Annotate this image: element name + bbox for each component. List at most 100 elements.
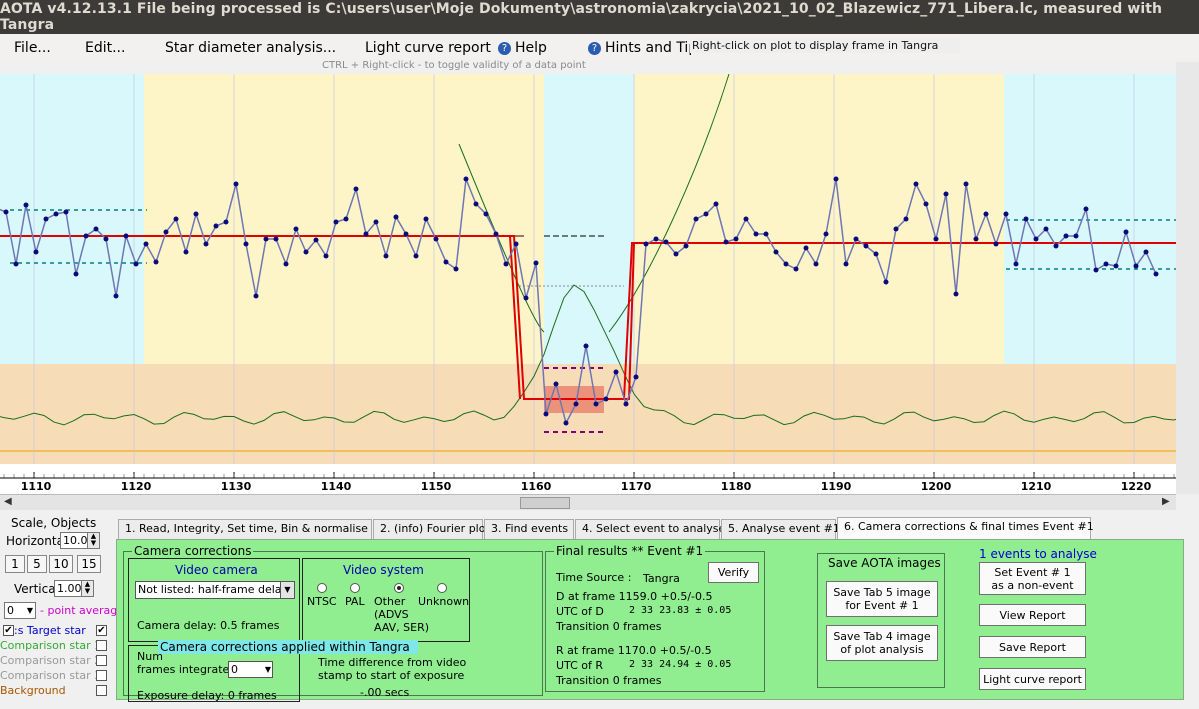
- data-point: [1013, 261, 1019, 267]
- tab-find-events[interactable]: 3. Find events: [484, 519, 574, 539]
- save-tab4-image-button[interactable]: Save Tab 4 image of plot analysis: [826, 625, 938, 661]
- data-point: [343, 216, 349, 222]
- data-point: [1063, 233, 1069, 239]
- data-point: [373, 219, 379, 225]
- scroll-left-icon[interactable]: ◀: [4, 496, 12, 507]
- data-point: [633, 374, 639, 380]
- data-point: [203, 241, 209, 247]
- data-point: [753, 231, 759, 237]
- save-report-button[interactable]: Save Report: [979, 636, 1086, 658]
- light-curve-report-button[interactable]: Light curve report: [979, 668, 1086, 690]
- data-point: [463, 176, 469, 182]
- help-icon: ?: [588, 41, 601, 55]
- unknown-radio[interactable]: [437, 583, 447, 593]
- data-point: [1143, 249, 1149, 255]
- tab-read-integrity[interactable]: 1. Read, Integrity, Set time, Bin & norm…: [118, 519, 372, 539]
- data-point: [1153, 271, 1159, 277]
- data-point: [353, 186, 359, 192]
- ntsc-radio[interactable]: [317, 583, 327, 593]
- scale-button-15[interactable]: 15: [77, 555, 101, 573]
- data-point: [863, 243, 869, 249]
- data-point: [453, 266, 459, 272]
- object-checkbox-4[interactable]: [96, 685, 107, 696]
- data-point: [53, 211, 59, 217]
- vertical-scale-input[interactable]: 1.00: [54, 580, 82, 597]
- data-point: [473, 201, 479, 207]
- data-point: [533, 260, 539, 266]
- data-point: [653, 236, 659, 242]
- x-tick-label: 1210: [1021, 480, 1052, 493]
- data-point: [33, 249, 39, 255]
- data-point: [1123, 229, 1129, 235]
- camera-model-select[interactable]: Not listed: half-frame dela ▼: [135, 581, 295, 599]
- set-non-event-button[interactable]: Set Event # 1 as a non-event: [979, 562, 1086, 595]
- other-detail-1: (ADVS: [374, 608, 409, 621]
- data-point: [93, 226, 99, 232]
- vertical-scrollbar[interactable]: [1176, 62, 1199, 494]
- frames-integrated-label-1: Num: [137, 650, 163, 663]
- data-point: [893, 226, 899, 232]
- point-average-select[interactable]: 0 ▼: [4, 602, 36, 619]
- scale-button-5[interactable]: 5: [27, 555, 47, 573]
- menu-file[interactable]: File...: [14, 40, 51, 56]
- data-point: [1133, 263, 1139, 269]
- data-point: [213, 223, 219, 229]
- frames-integrated-select[interactable]: 0 ▼: [228, 661, 273, 678]
- unknown-label: Unknown: [418, 595, 470, 608]
- horizontal-scrollbar[interactable]: ◀ ▶: [0, 494, 1176, 510]
- data-point: [333, 219, 339, 225]
- data-point: [833, 176, 839, 182]
- data-point: [513, 241, 519, 247]
- horizontal-scale-input[interactable]: 10.0: [60, 532, 88, 549]
- video-camera-title: Video camera: [175, 563, 258, 577]
- menu-light-curve-report[interactable]: Light curve report: [365, 40, 491, 56]
- ntsc-label: NTSC: [307, 595, 337, 608]
- tab-camera-corrections[interactable]: 6. Camera corrections & final times Even…: [837, 517, 1094, 539]
- data-point: [1033, 236, 1039, 242]
- data-point: [143, 241, 149, 247]
- data-point: [3, 209, 9, 215]
- data-point: [403, 231, 409, 237]
- chevron-down-icon: ▼: [280, 582, 294, 598]
- x-tick-label: 1160: [521, 480, 552, 493]
- data-point: [493, 231, 499, 237]
- data-point: [433, 236, 439, 242]
- menu-help[interactable]: ? Help: [498, 40, 547, 56]
- target-star-checkbox[interactable]: ✔: [3, 625, 14, 636]
- data-point: [713, 201, 719, 207]
- frames-integrated-label-2: frames integrated: [137, 663, 237, 676]
- menu-star-diameter[interactable]: Star diameter analysis...: [165, 40, 337, 56]
- data-point: [133, 261, 139, 267]
- menu-hints[interactable]: ? Hints and Tips: [588, 40, 705, 56]
- object-checkbox-3[interactable]: [96, 670, 107, 681]
- scale-button-10[interactable]: 10: [49, 555, 73, 573]
- other-radio[interactable]: [394, 583, 404, 593]
- pal-radio[interactable]: [350, 583, 360, 593]
- object-checkbox-2[interactable]: [96, 655, 107, 666]
- scroll-right-icon[interactable]: ▶: [1162, 496, 1170, 507]
- data-point: [323, 253, 329, 259]
- verify-button[interactable]: Verify: [708, 562, 759, 583]
- view-report-button[interactable]: View Report: [979, 604, 1086, 626]
- menu-edit[interactable]: Edit...: [85, 40, 126, 56]
- tab-select-event[interactable]: 4. Select event to analyse: [575, 519, 725, 539]
- data-point: [843, 261, 849, 267]
- data-point: [663, 239, 669, 245]
- data-point: [113, 293, 119, 299]
- object-label-3: Comparison star 3: [0, 669, 102, 682]
- save-tab5-image-button[interactable]: Save Tab 5 image for Event # 1: [826, 581, 938, 617]
- object-checkbox-1[interactable]: [96, 640, 107, 651]
- scale-button-1[interactable]: 1: [5, 555, 25, 573]
- light-curve-plot[interactable]: 1110 1120 1130 1140 1150 1160 1170 1180 1190 1200…: [0, 74, 1176, 494]
- x-tick-label: 1180: [721, 480, 752, 493]
- object-checkbox-0[interactable]: ✔: [96, 625, 107, 636]
- data-point: [733, 236, 739, 242]
- x-tick-label: 1150: [421, 480, 452, 493]
- scrollbar-thumb[interactable]: [520, 497, 570, 509]
- horizontal-spinner[interactable]: ▲ ▼: [87, 532, 100, 549]
- time-diff-line-1: Time difference from video: [318, 656, 467, 669]
- menu-help-label: Help: [515, 40, 547, 56]
- tab-analyse-event[interactable]: 5. Analyse event #1: [721, 519, 840, 539]
- tab-fourier[interactable]: 2. (info) Fourier plot: [373, 519, 490, 539]
- vertical-spinner[interactable]: ▲ ▼: [81, 580, 94, 597]
